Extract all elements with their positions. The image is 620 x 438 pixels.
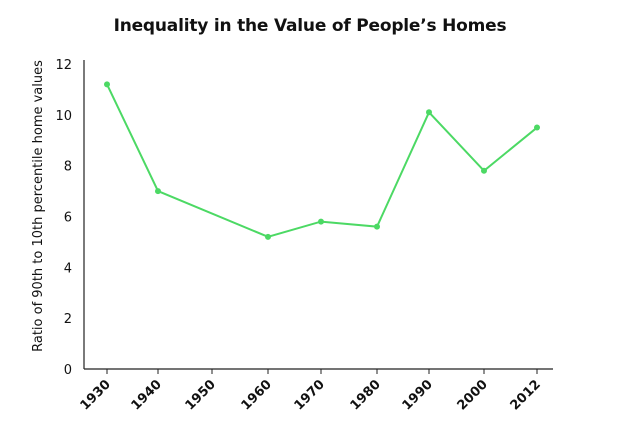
data-point: [104, 81, 110, 88]
series-group: [104, 81, 540, 240]
y-tick-label: 8: [64, 160, 72, 175]
y-tick-label: 12: [55, 58, 72, 73]
y-tick-label: 6: [64, 211, 72, 226]
y-tick-label: 0: [64, 363, 72, 378]
data-point: [374, 223, 380, 230]
data-point: [534, 124, 540, 131]
chart-axes: [83, 60, 553, 370]
y-axis-label: Ratio of 90th to 10th percentile home va…: [31, 60, 46, 352]
y-tick-label: 2: [64, 312, 72, 327]
x-tick-label: 1970: [292, 377, 328, 413]
data-point: [318, 218, 324, 225]
x-tick-label: 2000: [455, 377, 491, 413]
data-point: [481, 167, 487, 174]
y-tick-label: 10: [55, 109, 72, 124]
y-tick-label: 4: [64, 261, 72, 276]
x-tick-label: 1950: [183, 377, 219, 413]
x-tick-label: 1980: [348, 377, 384, 413]
x-tick-label: 2012: [508, 377, 544, 413]
data-point: [155, 188, 161, 195]
x-axis-ticks: 1930 1940 1950 1960 1970 1980 1990 2000 2012: [78, 369, 544, 413]
x-tick-label: 1960: [239, 377, 275, 413]
chart-title: Inequality in the Value of People’s Home…: [113, 16, 507, 36]
series-line: [106, 83, 538, 238]
x-tick-label: 1990: [400, 377, 436, 413]
x-tick-label: 1940: [129, 377, 165, 413]
data-point: [265, 233, 271, 240]
y-axis-ticks: 0 2 4 6 8 10 12: [55, 58, 72, 378]
x-tick-label: 1930: [78, 377, 114, 413]
data-point: [426, 109, 432, 116]
